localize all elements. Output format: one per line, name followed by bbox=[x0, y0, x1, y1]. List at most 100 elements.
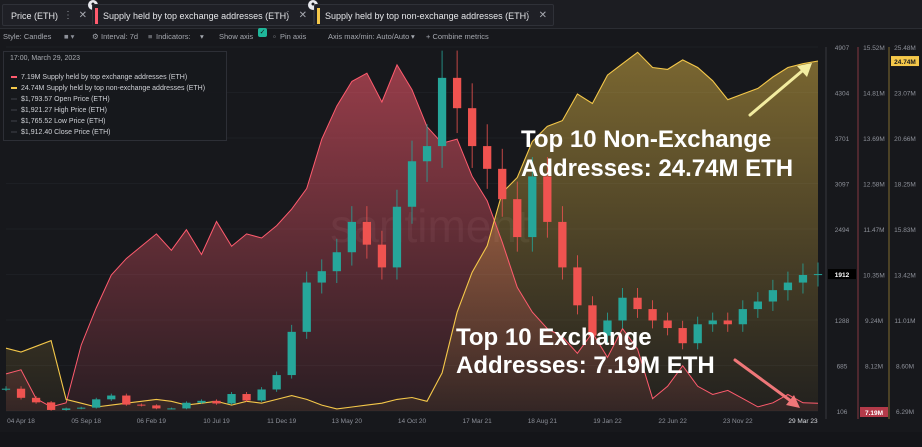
legend-value: 7.19M bbox=[21, 74, 41, 81]
candle-body bbox=[528, 176, 537, 238]
price-axis-tick-label: 3701 bbox=[835, 136, 850, 143]
nonexchange-supply-area bbox=[6, 52, 818, 412]
close-icon[interactable]: ✕ bbox=[538, 10, 547, 21]
x-tick-label: 05 Sep 18 bbox=[71, 418, 101, 425]
x-tick-label: 29 Mar 23 bbox=[788, 418, 818, 425]
chevron-down-icon[interactable]: ▾ bbox=[411, 32, 415, 41]
candle-body bbox=[813, 274, 823, 276]
pin-icon[interactable]: ● bbox=[308, 0, 318, 10]
close-icon[interactable]: ✕ bbox=[78, 10, 87, 21]
chevron-down-icon[interactable]: ■ ▾ bbox=[64, 32, 75, 41]
nonexchange-axis-tick-label: 23.07M bbox=[894, 91, 916, 98]
nonexchange-axis-tick-label: 25.48M bbox=[894, 45, 916, 52]
axis-max-min-select[interactable]: Axis max/min: Auto/Auto bbox=[328, 32, 410, 41]
settings-icon[interactable]: ⚙ bbox=[92, 32, 99, 41]
exchange-axis-tick-label: 11.47M bbox=[863, 227, 884, 234]
candle-body bbox=[753, 301, 762, 310]
candle-body bbox=[242, 394, 251, 401]
candle-body bbox=[678, 328, 687, 344]
x-tick-label: 19 Jan 22 bbox=[593, 418, 622, 425]
legend-swatch bbox=[11, 87, 17, 89]
price-axis-current-badge bbox=[828, 269, 856, 280]
close-icon[interactable]: ✕ bbox=[298, 10, 307, 21]
candle-body bbox=[317, 271, 326, 283]
legend-swatch bbox=[11, 109, 17, 111]
candle-body bbox=[422, 146, 432, 162]
tab-color-marker bbox=[95, 8, 98, 24]
legend-swatch bbox=[11, 98, 17, 100]
tab-exchange-label: Supply held by top exchange addresses (E… bbox=[103, 11, 290, 21]
tab-nonexchange-supply[interactable]: Supply held by top non-exchange addresse… bbox=[314, 4, 554, 26]
legend-value: 24.74M bbox=[21, 85, 45, 92]
legend-label: Supply held by top exchange addresses (E… bbox=[42, 74, 188, 81]
legend-label: Supply held by top non-exchange addresse… bbox=[46, 85, 206, 92]
x-tick-label: 23 Nov 22 bbox=[723, 418, 753, 425]
candle-body bbox=[332, 252, 341, 272]
candle-body bbox=[543, 176, 552, 222]
candle-body bbox=[272, 375, 281, 390]
legend-value: $1,912.40 bbox=[21, 129, 53, 136]
arrow-exchange bbox=[733, 358, 797, 406]
candle-body bbox=[167, 408, 176, 410]
price-axis-tick-label: 2494 bbox=[835, 227, 850, 234]
tab-color-marker bbox=[317, 8, 320, 24]
candle-body bbox=[182, 402, 191, 409]
annotation-arrows bbox=[733, 63, 812, 408]
legend-value: $1,765.52 bbox=[21, 118, 53, 125]
price-axis-tick-label: 4907 bbox=[835, 45, 850, 52]
exchange-axis-tick-label: 8.12M bbox=[865, 364, 883, 371]
annotation-exchange: Top 10 Exchange Addresses: 7.19M ETH bbox=[456, 324, 715, 380]
price-axis-tick-label: 1288 bbox=[835, 318, 850, 325]
nonexchange-axis-tick-label: 8.60M bbox=[896, 364, 914, 371]
legend-label: High Price (ETH) bbox=[54, 107, 108, 114]
tab-nonexchange-label: Supply held by top non-exchange addresse… bbox=[325, 11, 530, 21]
arrow-head-icon bbox=[786, 395, 800, 408]
candle-body bbox=[723, 320, 732, 325]
candle-body bbox=[197, 400, 206, 403]
candle-body bbox=[1, 388, 11, 390]
legend-label: Low Price (ETH) bbox=[54, 118, 106, 125]
x-axis: 04 Apr 18 05 Sep 18 06 Feb 19 10 Jul 19 11 D… bbox=[7, 418, 818, 425]
indicators-select[interactable]: Indicators: bbox=[156, 32, 191, 41]
legend-row: 7.19M Supply held by top exchange addres… bbox=[11, 74, 187, 81]
tooltip-legend: 17:00, March 29, 2023 7.19M Supply held … bbox=[3, 51, 227, 141]
nonexchange-axis-tick-label: 6.29M bbox=[896, 409, 914, 416]
price-axis-tick-label: 685 bbox=[837, 364, 848, 371]
x-tick-label: 18 Aug 21 bbox=[528, 418, 558, 425]
chevron-down-icon[interactable]: ▾ bbox=[200, 32, 204, 41]
nonexchange-axis-current-badge bbox=[891, 56, 919, 67]
exchange-axis-current-badge bbox=[860, 407, 888, 417]
pin-icon[interactable]: ▫ bbox=[273, 32, 276, 41]
exchange-axis-tick-label: 13.69M bbox=[863, 136, 885, 143]
more-icon[interactable]: ⋮ bbox=[283, 10, 293, 21]
legend-row: $1,793.57 Open Price (ETH) bbox=[11, 96, 110, 103]
candle-body bbox=[287, 331, 296, 376]
tab-price[interactable]: Price (ETH) ⋮ ✕ ● bbox=[2, 0, 98, 26]
style-select[interactable]: Style: Candles bbox=[3, 32, 52, 41]
x-tick-label: 04 Apr 18 bbox=[7, 418, 35, 425]
candle-body bbox=[302, 282, 311, 332]
sliders-icon[interactable]: ≡ bbox=[148, 32, 153, 41]
candle-body bbox=[152, 405, 161, 409]
tab-exchange-supply[interactable]: Supply held by top exchange addresses (E… bbox=[92, 0, 318, 26]
x-tick-label: 22 Jun 22 bbox=[658, 418, 687, 425]
candle-body bbox=[347, 221, 356, 253]
candle-body bbox=[16, 388, 26, 398]
candle-body bbox=[407, 161, 417, 207]
candle-body bbox=[483, 146, 492, 169]
candle-body bbox=[62, 408, 71, 410]
legend-label: Close Price (ETH) bbox=[54, 129, 111, 136]
interval-select[interactable]: Interval: 7d bbox=[101, 32, 139, 41]
more-icon[interactable]: ⋮ bbox=[523, 10, 533, 21]
price-axis-tick-label: 3097 bbox=[835, 182, 850, 189]
annotation-line: Top 10 Exchange bbox=[456, 324, 652, 351]
candle-body bbox=[498, 168, 507, 200]
more-icon[interactable]: ⋮ bbox=[63, 10, 73, 21]
candle-body bbox=[122, 395, 131, 405]
legend-swatch bbox=[11, 131, 17, 133]
nonexchange-axis-current-label: 24.74M bbox=[894, 59, 916, 66]
annotation-non-exchange: Top 10 Non-Exchange Addresses: 24.74M ET… bbox=[521, 125, 793, 183]
combine-metrics-button[interactable]: + Combine metrics bbox=[426, 32, 489, 41]
pin-axis-toggle[interactable]: Pin axis bbox=[280, 32, 307, 41]
navigator-bar[interactable] bbox=[0, 432, 922, 447]
